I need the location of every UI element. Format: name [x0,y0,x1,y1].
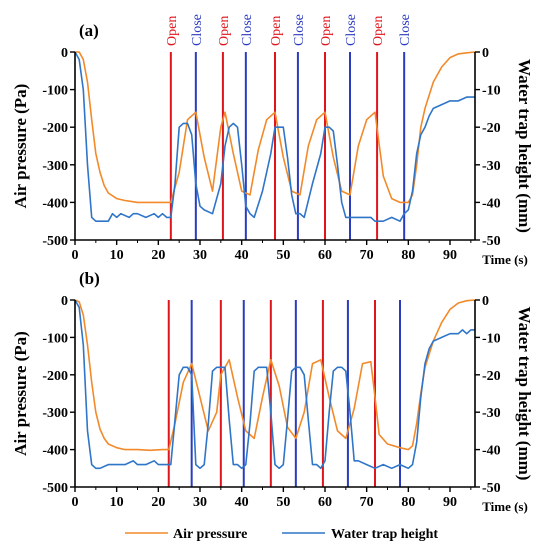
x-tick-label: 70 [360,495,374,510]
event-label-close: Close [344,14,359,46]
x-tick-label: 0 [72,248,79,263]
y2-tick-label: -50 [482,234,501,249]
y2-tick-label: -30 [482,159,501,174]
panel-label: (b) [79,269,100,288]
x-tick-label: 90 [443,248,457,263]
x-tick-label: 30 [193,248,207,263]
y-tick-label: -500 [42,481,68,496]
series-line-water [74,299,475,470]
x-tick-label: 60 [318,495,332,510]
event-label-open: Open [269,16,284,46]
x-tick-label: 40 [235,495,249,510]
y2-axis-label: Water trap height (mm) [515,59,534,233]
x-tick-label: 40 [235,248,249,263]
y-tick-label: -500 [42,234,68,249]
event-label-close: Close [292,14,307,46]
y2-axis-label: Water trap height (mm) [515,307,534,481]
event-label-close: Close [398,14,413,46]
y2-tick-label: -40 [482,444,501,459]
x-tick-label: 50 [276,248,290,263]
event-label-close: Close [240,14,255,46]
x-tick-label: 10 [110,495,124,510]
event-label-open: Open [165,16,180,46]
y2-tick-label: -10 [482,84,501,99]
legend-water-label: Water trap height [331,527,438,542]
event-label-open: Open [371,16,386,46]
series-line-air [75,51,476,204]
y-tick-label: 0 [61,294,68,309]
x-axis-label: Time (s) [482,499,528,514]
x-tick-label: 20 [151,495,165,510]
x-tick-label: 90 [443,495,457,510]
y-tick-label: -400 [42,196,68,211]
series-line-air [74,299,476,452]
x-tick-label: 30 [193,495,207,510]
legend: Air pressure Water trap height [125,527,438,542]
event-label-open: Open [319,16,334,46]
event-label-open: Open [217,16,232,46]
y2-tick-label: -50 [482,481,501,496]
y-tick-label: -100 [42,84,68,99]
y2-tick-label: -30 [482,406,501,421]
event-label-close: Close [190,14,205,46]
y-tick-label: -300 [42,406,68,421]
x-tick-label: 20 [151,248,165,263]
panel-label: (a) [79,21,99,40]
x-tick-label: 70 [360,248,374,263]
panel-a: Open Close Close Open Open Close Open Close Open… [11,14,534,267]
y2-tick-label: 0 [482,46,489,61]
y-tick-label: 0 [61,46,68,61]
x-tick-label: 60 [318,248,332,263]
y-tick-label: -100 [42,331,68,346]
y2-tick-label: -20 [482,121,501,136]
x-tick-label: 0 [72,495,79,510]
x-tick-label: 10 [110,248,124,263]
y2-tick-label: -10 [482,331,501,346]
y-tick-label: -200 [42,121,68,136]
y-tick-label: -300 [42,159,68,174]
x-axis-label: Time (s) [482,252,528,267]
y-tick-label: -400 [42,444,68,459]
y-axis-label: Air pressure (Pa) [11,84,30,209]
x-tick-label: 80 [401,495,415,510]
legend-air-label: Air pressure [173,527,247,542]
x-tick-label: 80 [401,248,415,263]
y-axis-label: Air pressure (Pa) [11,331,30,456]
y2-tick-label: -20 [482,369,501,384]
y-tick-label: -200 [42,369,68,384]
y2-tick-label: -40 [482,196,501,211]
y2-tick-label: 0 [482,294,489,309]
x-tick-label: 50 [276,495,290,510]
series-line-water [74,51,475,222]
